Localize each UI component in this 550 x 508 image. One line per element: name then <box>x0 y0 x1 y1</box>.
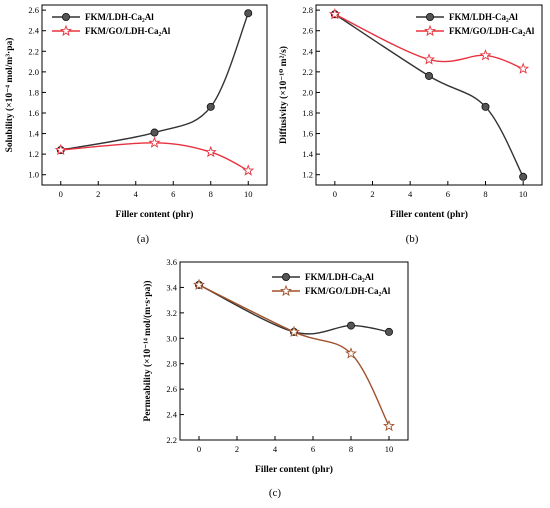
data-point <box>204 145 217 158</box>
x-tick-label: 2 <box>370 189 374 199</box>
legend-label: FKM/LDH-Ca₂Al <box>85 12 154 22</box>
y-tick-label: 2.4 <box>302 46 313 56</box>
y-tick-label: 3.2 <box>166 308 177 318</box>
legend-marker <box>280 284 292 297</box>
y-tick-label: 1.4 <box>302 149 313 159</box>
data-point <box>479 49 492 61</box>
x-axis-title: Filler content (phr) <box>390 209 468 220</box>
data-point <box>288 325 300 338</box>
y-axis-title: Solubility (×10⁻⁴ mol/m³·pa) <box>4 38 15 153</box>
legend-label: FKM/GO/LDH-Ca₂Al <box>305 286 391 296</box>
x-tick-label: 10 <box>519 189 528 199</box>
y-tick-label: 2.6 <box>166 384 177 394</box>
series-line <box>60 12 249 151</box>
data-point <box>345 347 357 359</box>
series-line <box>334 13 524 178</box>
y-tick-label: 1.2 <box>28 149 39 159</box>
y-tick-label: 1.8 <box>302 108 313 118</box>
legend-label: FKM/LDH-Ca₂Al <box>449 12 518 22</box>
x-tick-label: 8 <box>483 189 487 199</box>
plot-frame <box>315 4 543 186</box>
series-line <box>334 13 524 70</box>
data-point <box>148 136 161 148</box>
data-point <box>206 102 215 111</box>
y-tick-label: 1.4 <box>28 129 39 139</box>
data-point <box>481 102 490 111</box>
y-tick-label: 1.8 <box>28 87 39 97</box>
x-axis-title: Filler content (phr) <box>116 209 194 220</box>
y-tick-label: 2.0 <box>302 87 313 97</box>
data-point <box>424 71 433 80</box>
legend-marker <box>425 12 434 21</box>
x-axis-title: Filler content (phr) <box>255 464 333 475</box>
y-tick-label: 2.2 <box>302 67 313 77</box>
legend-marker <box>424 24 436 37</box>
y-tick-label: 2.6 <box>302 26 313 36</box>
x-tick-label: 8 <box>349 444 353 454</box>
caption-c: (c) <box>269 487 282 499</box>
data-point <box>517 62 530 74</box>
y-tick-label: 2.8 <box>166 359 177 369</box>
legend-marker <box>62 12 71 21</box>
legend-marker <box>60 24 72 37</box>
x-tick-label: 6 <box>311 444 315 454</box>
data-point <box>242 164 255 176</box>
chart-panel-b: 0 2 4 6 8 10 1.2 1.4 1.6 1.8 2.0 2.2 2.4 2.6 2.8 Filler… <box>278 4 543 220</box>
x-tick-label: 4 <box>408 189 413 199</box>
data-point <box>150 128 159 137</box>
plot-frame <box>179 261 409 441</box>
x-tick-label: 0 <box>59 189 63 199</box>
caption-a: (a) <box>137 233 150 245</box>
data-point <box>54 143 67 156</box>
series-line <box>198 284 390 335</box>
legend-marker <box>281 272 290 281</box>
y-tick-label: 1.6 <box>28 108 39 118</box>
chart-panel-c: 0 2 4 6 8 10 2.2 2.4 2.6 2.8 3.0 3.2 3.4 3.6 Filler co… <box>142 257 409 475</box>
x-tick-label: 8 <box>209 189 213 199</box>
data-point <box>328 7 341 20</box>
y-tick-label: 2.4 <box>166 410 177 420</box>
x-tick-label: 4 <box>273 444 278 454</box>
data-point <box>383 419 395 432</box>
x-tick-label: 6 <box>446 189 450 199</box>
data-point <box>423 53 435 65</box>
data-point <box>519 172 528 181</box>
x-tick-label: 2 <box>235 444 239 454</box>
y-tick-label: 1.6 <box>302 129 313 139</box>
x-tick-label: 4 <box>134 189 139 199</box>
data-point <box>384 327 393 336</box>
y-tick-label: 2.2 <box>28 46 39 56</box>
y-tick-label: 3.4 <box>166 282 177 292</box>
data-point <box>346 321 355 330</box>
y-tick-label: 2.8 <box>302 5 313 15</box>
chart-panel-a: 0 2 4 6 8 10 1.0 1.2 1.4 1.6 1.8 2.0 2.2 2.4 2.6 Filler… <box>4 4 268 220</box>
caption-b: (b) <box>406 233 419 245</box>
x-tick-label: 10 <box>385 444 394 454</box>
data-point <box>193 278 205 290</box>
y-tick-label: 1.2 <box>302 170 313 180</box>
legend-label: FKM/GO/LDH-Ca₂Al <box>85 26 171 36</box>
legend-label: FKM/LDH-Ca₂Al <box>305 272 374 282</box>
x-tick-label: 6 <box>171 189 175 199</box>
x-tick-label: 0 <box>333 189 337 199</box>
plot-frame <box>41 4 268 186</box>
x-tick-label: 2 <box>96 189 100 199</box>
series-line <box>60 142 249 172</box>
legend-label: FKM/GO/LDH-Ca₂Al <box>449 26 535 36</box>
y-tick-label: 2.2 <box>166 435 177 445</box>
y-tick-label: 2.6 <box>28 5 39 15</box>
y-tick-label: 3.6 <box>166 257 177 267</box>
y-tick-label: 2.0 <box>28 67 39 77</box>
y-axis-title: Permeability (×10⁻¹⁴ mol/(m·s·pa)) <box>142 280 153 421</box>
y-tick-label: 3.0 <box>166 333 177 343</box>
x-tick-label: 10 <box>244 189 253 199</box>
x-tick-label: 0 <box>197 444 201 454</box>
data-point <box>244 9 253 18</box>
y-tick-label: 1.0 <box>28 170 39 180</box>
y-axis-title: Diffusivity (×10⁻¹⁰ m²/s) <box>278 46 289 144</box>
series-line <box>198 284 390 427</box>
y-tick-label: 2.4 <box>28 26 39 36</box>
